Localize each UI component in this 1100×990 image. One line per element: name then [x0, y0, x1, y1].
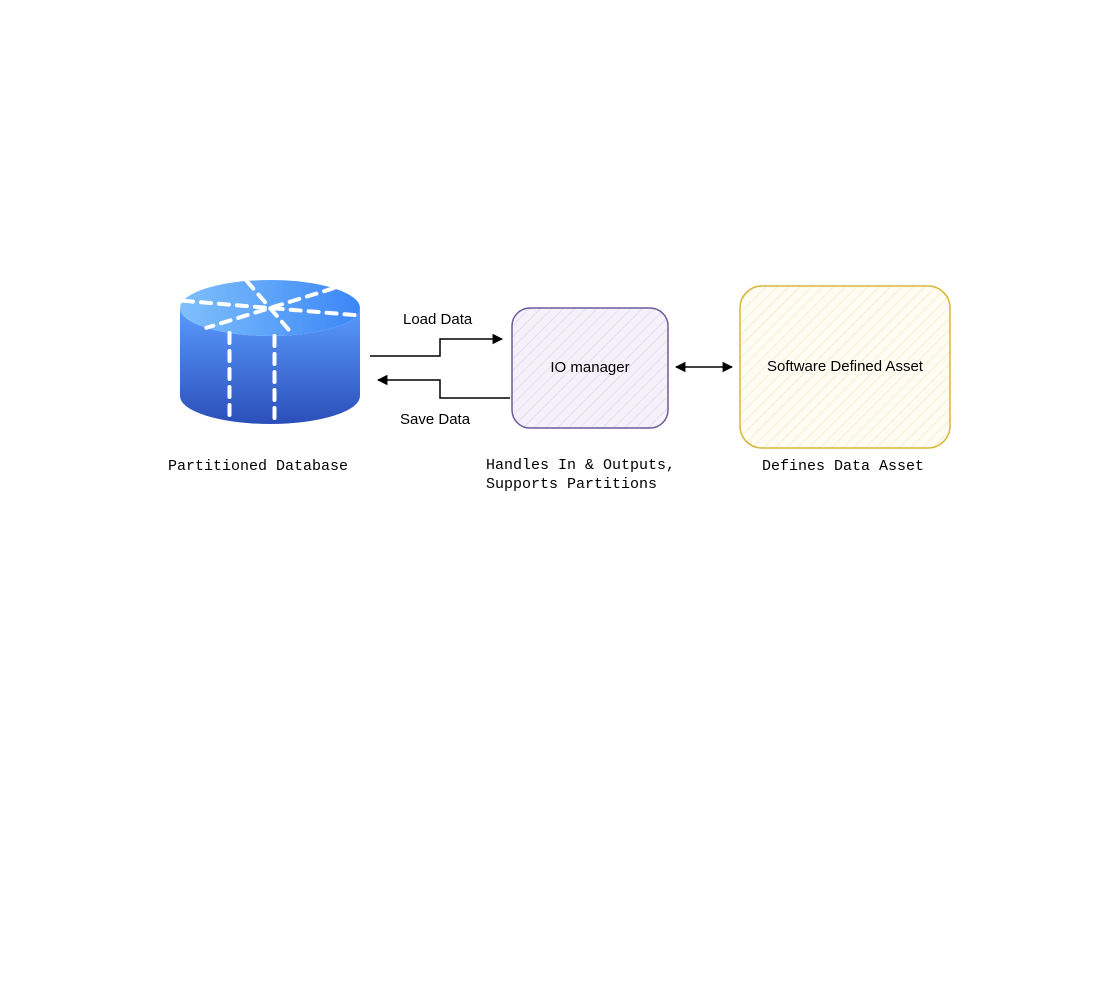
diagram-canvas: Partitioned Database IO manager Handles … — [0, 0, 1100, 990]
edge-load-label: Load Data — [403, 311, 473, 328]
io-manager-label: IO manager — [550, 359, 629, 376]
sda-caption: Defines Data Asset — [762, 458, 924, 475]
io-manager-caption-line2: Supports Partitions — [486, 476, 657, 493]
io-manager-node: IO manager — [512, 308, 668, 428]
sda-node: Software Defined Asset — [740, 286, 950, 448]
database-node — [180, 280, 360, 424]
edge-save-label: Save Data — [400, 411, 471, 428]
edge-load-data — [370, 339, 502, 356]
database-caption: Partitioned Database — [168, 458, 348, 475]
sda-label: Software Defined Asset — [767, 358, 924, 375]
io-manager-caption-line1: Handles In & Outputs, — [486, 457, 675, 474]
edge-save-data — [378, 380, 510, 398]
